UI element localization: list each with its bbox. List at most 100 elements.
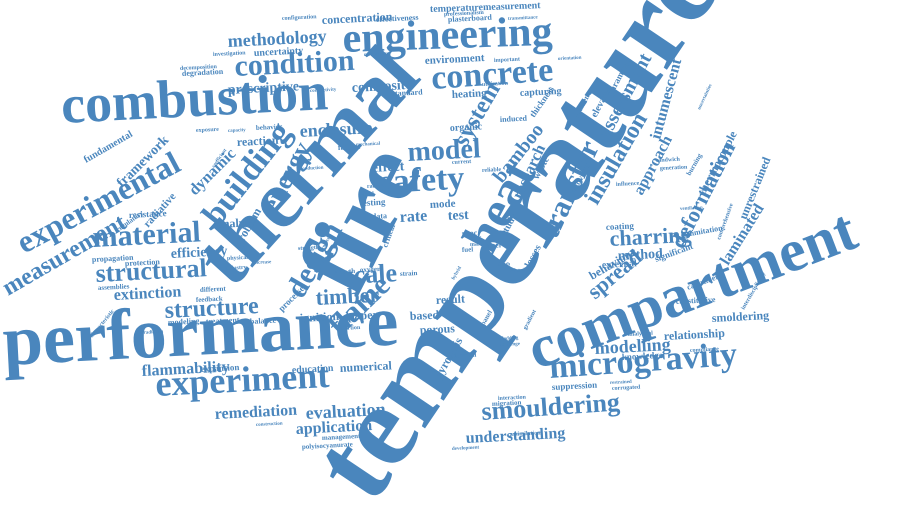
word-understanding: understanding — [465, 425, 565, 447]
word-heating: heating — [452, 87, 488, 101]
word-transmittance: transmittance — [508, 15, 539, 22]
word-resistance: resistance — [129, 208, 167, 220]
word-relationship: relationship — [663, 326, 725, 343]
word-plasterboard: plasterboard — [448, 13, 493, 24]
word-temperaturemeasurement: temperaturemeasurement — [430, 0, 542, 15]
word-irradiation: irradiation — [140, 330, 164, 336]
word-paper: paper — [347, 307, 378, 323]
word-uncertainty: uncertainty — [254, 45, 304, 59]
word-method: method — [617, 247, 663, 264]
word-effectiveness: effectiveness — [376, 13, 419, 24]
word-extinction: extinction — [113, 283, 181, 304]
word-professionalism: professionalism — [444, 10, 484, 18]
word-degradation: degradation — [182, 67, 224, 78]
word-treatment: treatment — [206, 315, 240, 326]
word-assemblies: assemblies — [98, 282, 130, 292]
word-orientation: orientation — [558, 56, 582, 62]
word-material: material — [92, 215, 202, 254]
word-influence: influence — [616, 181, 640, 188]
word-oxygen: oxygen — [360, 265, 381, 274]
word-utilization: utilization — [482, 81, 509, 88]
word-max: max — [470, 241, 481, 248]
word-reliable: reliable — [482, 167, 502, 174]
word-modeling: modeling — [168, 316, 200, 327]
word-induced: induced — [500, 114, 528, 124]
word-behavior: behavior — [256, 123, 283, 132]
word-generation: generation — [660, 165, 688, 172]
word-interaction: interaction — [498, 395, 527, 402]
word-conductivity: conductivity — [310, 88, 337, 94]
word-inertion: inertion — [340, 325, 361, 332]
word-cladding: cladding — [500, 336, 519, 342]
word-porous: porous — [419, 321, 455, 337]
word-timber: timber — [315, 282, 380, 310]
word-fundamental: fundamental — [82, 129, 135, 166]
word-testing: testing — [360, 197, 386, 208]
word-enclosure: enclosure — [299, 117, 373, 141]
word-organic: organic — [450, 121, 483, 134]
word-growth: growth — [334, 267, 356, 276]
word-different: different — [200, 285, 227, 294]
word-failure: failure — [338, 142, 361, 152]
word-test: test — [447, 208, 469, 224]
word-industry: industry — [225, 265, 247, 272]
word-coating: coating — [606, 221, 635, 232]
word-mode: mode — [430, 198, 456, 211]
word-important: important — [494, 57, 520, 64]
word-evaluation: evaluation — [305, 399, 386, 423]
word-fuel: fuel — [462, 245, 474, 254]
word-steel: steel — [486, 240, 502, 250]
word-external: external — [602, 258, 638, 271]
word-data: data — [372, 211, 388, 221]
word-strength: strength — [298, 245, 320, 252]
word-environment: environment — [425, 52, 486, 67]
word-capacity: capacity — [228, 128, 247, 134]
word-safety: safety — [378, 160, 465, 201]
word-reaction: reaction — [236, 133, 279, 149]
word-assimilation: assimilation — [510, 430, 542, 438]
word-analysis: analysis — [216, 215, 258, 231]
word-smoldering: smoldering — [711, 308, 769, 325]
word-model: model — [407, 133, 482, 168]
word-related: related — [510, 268, 525, 274]
word-analytical: analytical — [628, 331, 654, 338]
word-ventilation: ventilation — [680, 206, 703, 212]
word-prescriptive: prescriptive — [227, 79, 299, 98]
word-ignition: ignition — [299, 309, 339, 325]
word-risk: risk — [470, 233, 482, 242]
word-mechanical: mechanical — [356, 142, 381, 148]
word-proc: proc — [462, 228, 478, 238]
word-flammability: flammability — [141, 358, 230, 380]
word-current: current — [452, 159, 472, 166]
word-radiant: radiant — [367, 183, 386, 190]
word-composite: composite — [351, 78, 412, 96]
word-standard: standard — [392, 87, 424, 98]
word-strain: strain — [400, 269, 418, 278]
word-scale: scale — [343, 258, 398, 290]
word-development: development — [452, 446, 480, 452]
word-combustion: combustion — [59, 61, 329, 135]
word-condition: condition — [234, 44, 356, 83]
word-uncertainties: uncertainties — [697, 84, 713, 111]
word-sandwich: sandwich — [656, 157, 681, 164]
word-structure: structure — [164, 293, 260, 324]
word-mechanism: mechanism — [364, 52, 389, 58]
word-conduction: conduction — [300, 166, 324, 172]
word-numerical: numerical — [339, 358, 392, 375]
word-charring: charring — [609, 222, 692, 251]
word-physical: physical — [227, 255, 249, 262]
word-concrete: concrete — [430, 52, 554, 97]
word-hybrid: hybrid — [451, 266, 463, 281]
word-engineering: engineering — [342, 9, 553, 62]
word-rate: rate — [399, 208, 427, 226]
word-balance: balance — [250, 316, 277, 326]
word-decomposition: decomposition — [180, 64, 218, 72]
word-application: application — [295, 417, 372, 438]
word-investigation: investigation — [213, 50, 247, 58]
word-modelling: modelling — [594, 334, 671, 358]
word-exposure: exposure — [196, 127, 220, 134]
word-suppression: suppression — [552, 380, 598, 392]
word-experiment: experiment — [154, 355, 330, 404]
word-propagation: propagation — [92, 253, 135, 264]
